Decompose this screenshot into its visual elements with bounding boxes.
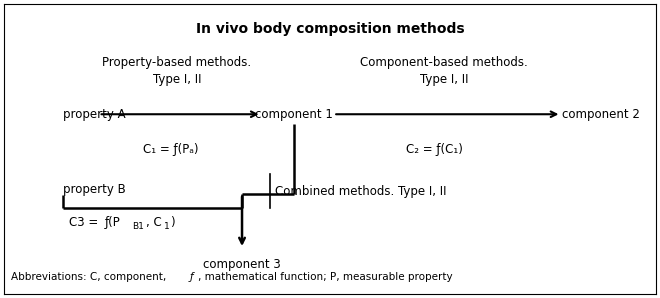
Text: C₁ = ƒ(Pₐ): C₁ = ƒ(Pₐ) [143,142,198,156]
Text: Component-based methods.
Type I, II: Component-based methods. Type I, II [360,56,528,86]
Text: In vivo body composition methods: In vivo body composition methods [195,21,465,35]
Text: ƒ(P: ƒ(P [105,216,121,229]
Text: Abbreviations: C, component,: Abbreviations: C, component, [11,272,169,282]
Text: ƒ: ƒ [190,272,193,282]
Text: C₂ = ƒ(C₁): C₂ = ƒ(C₁) [406,142,463,156]
Text: property B: property B [63,183,125,196]
Text: component 3: component 3 [203,258,281,271]
Text: property A: property A [63,108,125,121]
Text: Combined methods. Type I, II: Combined methods. Type I, II [275,184,446,198]
Text: Property-based methods.
Type I, II: Property-based methods. Type I, II [102,56,251,86]
Text: , mathematical function; P, measurable property: , mathematical function; P, measurable p… [198,272,452,282]
Text: , C: , C [147,216,162,229]
Text: B1: B1 [132,222,144,231]
Text: ): ) [170,216,174,229]
Text: component 2: component 2 [562,108,640,121]
Text: 1: 1 [164,222,170,231]
Text: C3 =: C3 = [69,216,102,229]
Text: component 1: component 1 [255,108,333,121]
